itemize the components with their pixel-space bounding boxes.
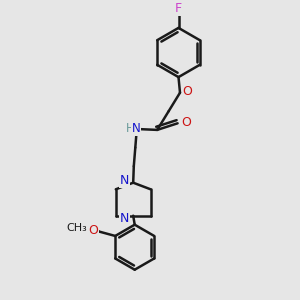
Text: F: F [175,2,182,15]
Text: O: O [181,116,190,129]
Text: N: N [131,122,140,135]
Text: H: H [126,122,135,135]
Text: N: N [120,174,130,187]
Text: N: N [120,212,130,225]
Text: O: O [88,224,98,237]
Text: O: O [183,85,192,98]
Text: CH₃: CH₃ [66,223,87,233]
